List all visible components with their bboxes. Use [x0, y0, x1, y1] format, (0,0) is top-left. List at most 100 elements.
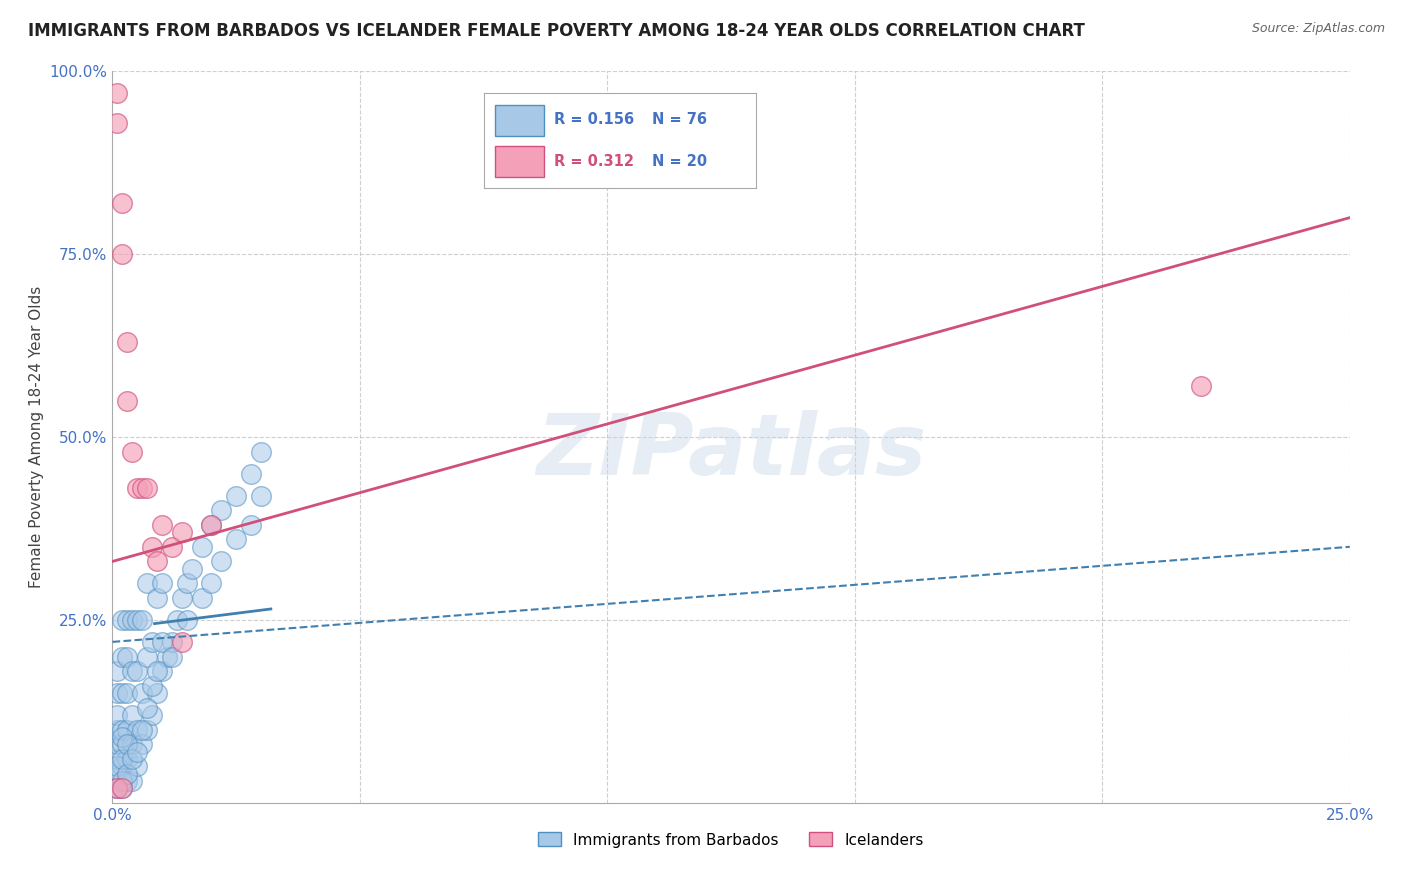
Point: [250, 444, 273, 458]
Point: [146, 664, 169, 678]
Point: [160, 635, 183, 649]
Point: [141, 540, 163, 554]
Point: [117, 723, 139, 737]
Point: [121, 773, 143, 788]
Point: [117, 766, 139, 780]
Point: [156, 649, 179, 664]
Point: [131, 481, 153, 495]
Text: IMMIGRANTS FROM BARBADOS VS ICELANDER FEMALE POVERTY AMONG 18-24 YEAR OLDS CORRE: IMMIGRANTS FROM BARBADOS VS ICELANDER FE…: [28, 22, 1085, 40]
Point: [170, 525, 193, 540]
Point: [170, 591, 193, 605]
Point: [127, 723, 149, 737]
Point: [111, 613, 134, 627]
Point: [209, 554, 232, 568]
Point: [146, 554, 169, 568]
Point: [136, 649, 159, 664]
Point: [150, 576, 173, 591]
Point: [111, 247, 134, 261]
Point: [111, 759, 134, 773]
Point: [141, 708, 163, 723]
Point: [136, 700, 159, 714]
Point: [117, 773, 139, 788]
Point: [117, 737, 139, 751]
Point: [107, 664, 129, 678]
Point: [141, 679, 163, 693]
Point: [209, 503, 232, 517]
Point: [107, 87, 129, 101]
Point: [166, 613, 188, 627]
Point: [107, 759, 129, 773]
Point: [141, 635, 163, 649]
Point: [107, 723, 129, 737]
Point: [127, 613, 149, 627]
Point: [127, 745, 149, 759]
Point: [225, 489, 247, 503]
Point: [121, 664, 143, 678]
Point: [111, 649, 134, 664]
Point: [250, 489, 273, 503]
Point: [200, 517, 222, 532]
Point: [121, 752, 143, 766]
Point: [136, 723, 159, 737]
Point: [190, 591, 212, 605]
Point: [111, 686, 134, 700]
Point: [111, 781, 134, 796]
Point: [150, 517, 173, 532]
Point: [200, 576, 222, 591]
Point: [240, 517, 263, 532]
Point: [240, 467, 263, 481]
Point: [131, 686, 153, 700]
Point: [150, 664, 173, 678]
Point: [180, 562, 202, 576]
Point: [107, 686, 129, 700]
Point: [107, 752, 129, 766]
Point: [111, 196, 134, 211]
Point: [160, 540, 183, 554]
Point: [1189, 379, 1212, 393]
Point: [111, 737, 134, 751]
Point: [146, 686, 169, 700]
Point: [121, 708, 143, 723]
Point: [160, 649, 183, 664]
Point: [127, 481, 149, 495]
Point: [131, 723, 153, 737]
Point: [111, 730, 134, 744]
Point: [107, 766, 129, 780]
Point: [131, 613, 153, 627]
Point: [146, 591, 169, 605]
Point: [170, 635, 193, 649]
Point: [131, 737, 153, 751]
Point: [127, 664, 149, 678]
Point: [117, 613, 139, 627]
Point: [127, 759, 149, 773]
Point: [111, 773, 134, 788]
Point: [136, 481, 159, 495]
Point: [200, 517, 222, 532]
Point: [107, 781, 129, 796]
Point: [107, 781, 129, 796]
Point: [117, 649, 139, 664]
Point: [176, 576, 198, 591]
Point: [107, 737, 129, 751]
Point: [121, 737, 143, 751]
Text: ZIPatlas: ZIPatlas: [536, 410, 927, 493]
Point: [225, 533, 247, 547]
Point: [117, 686, 139, 700]
Point: [111, 723, 134, 737]
Point: [121, 613, 143, 627]
Point: [107, 708, 129, 723]
Legend: Immigrants from Barbados, Icelanders: Immigrants from Barbados, Icelanders: [531, 826, 931, 854]
Point: [190, 540, 212, 554]
Point: [107, 115, 129, 129]
Point: [117, 393, 139, 408]
Point: [136, 576, 159, 591]
Text: Source: ZipAtlas.com: Source: ZipAtlas.com: [1251, 22, 1385, 36]
Point: [150, 635, 173, 649]
Point: [107, 781, 129, 796]
Point: [111, 781, 134, 796]
Point: [117, 752, 139, 766]
Point: [176, 613, 198, 627]
Y-axis label: Female Poverty Among 18-24 Year Olds: Female Poverty Among 18-24 Year Olds: [30, 286, 44, 588]
Point: [111, 752, 134, 766]
Point: [117, 334, 139, 349]
